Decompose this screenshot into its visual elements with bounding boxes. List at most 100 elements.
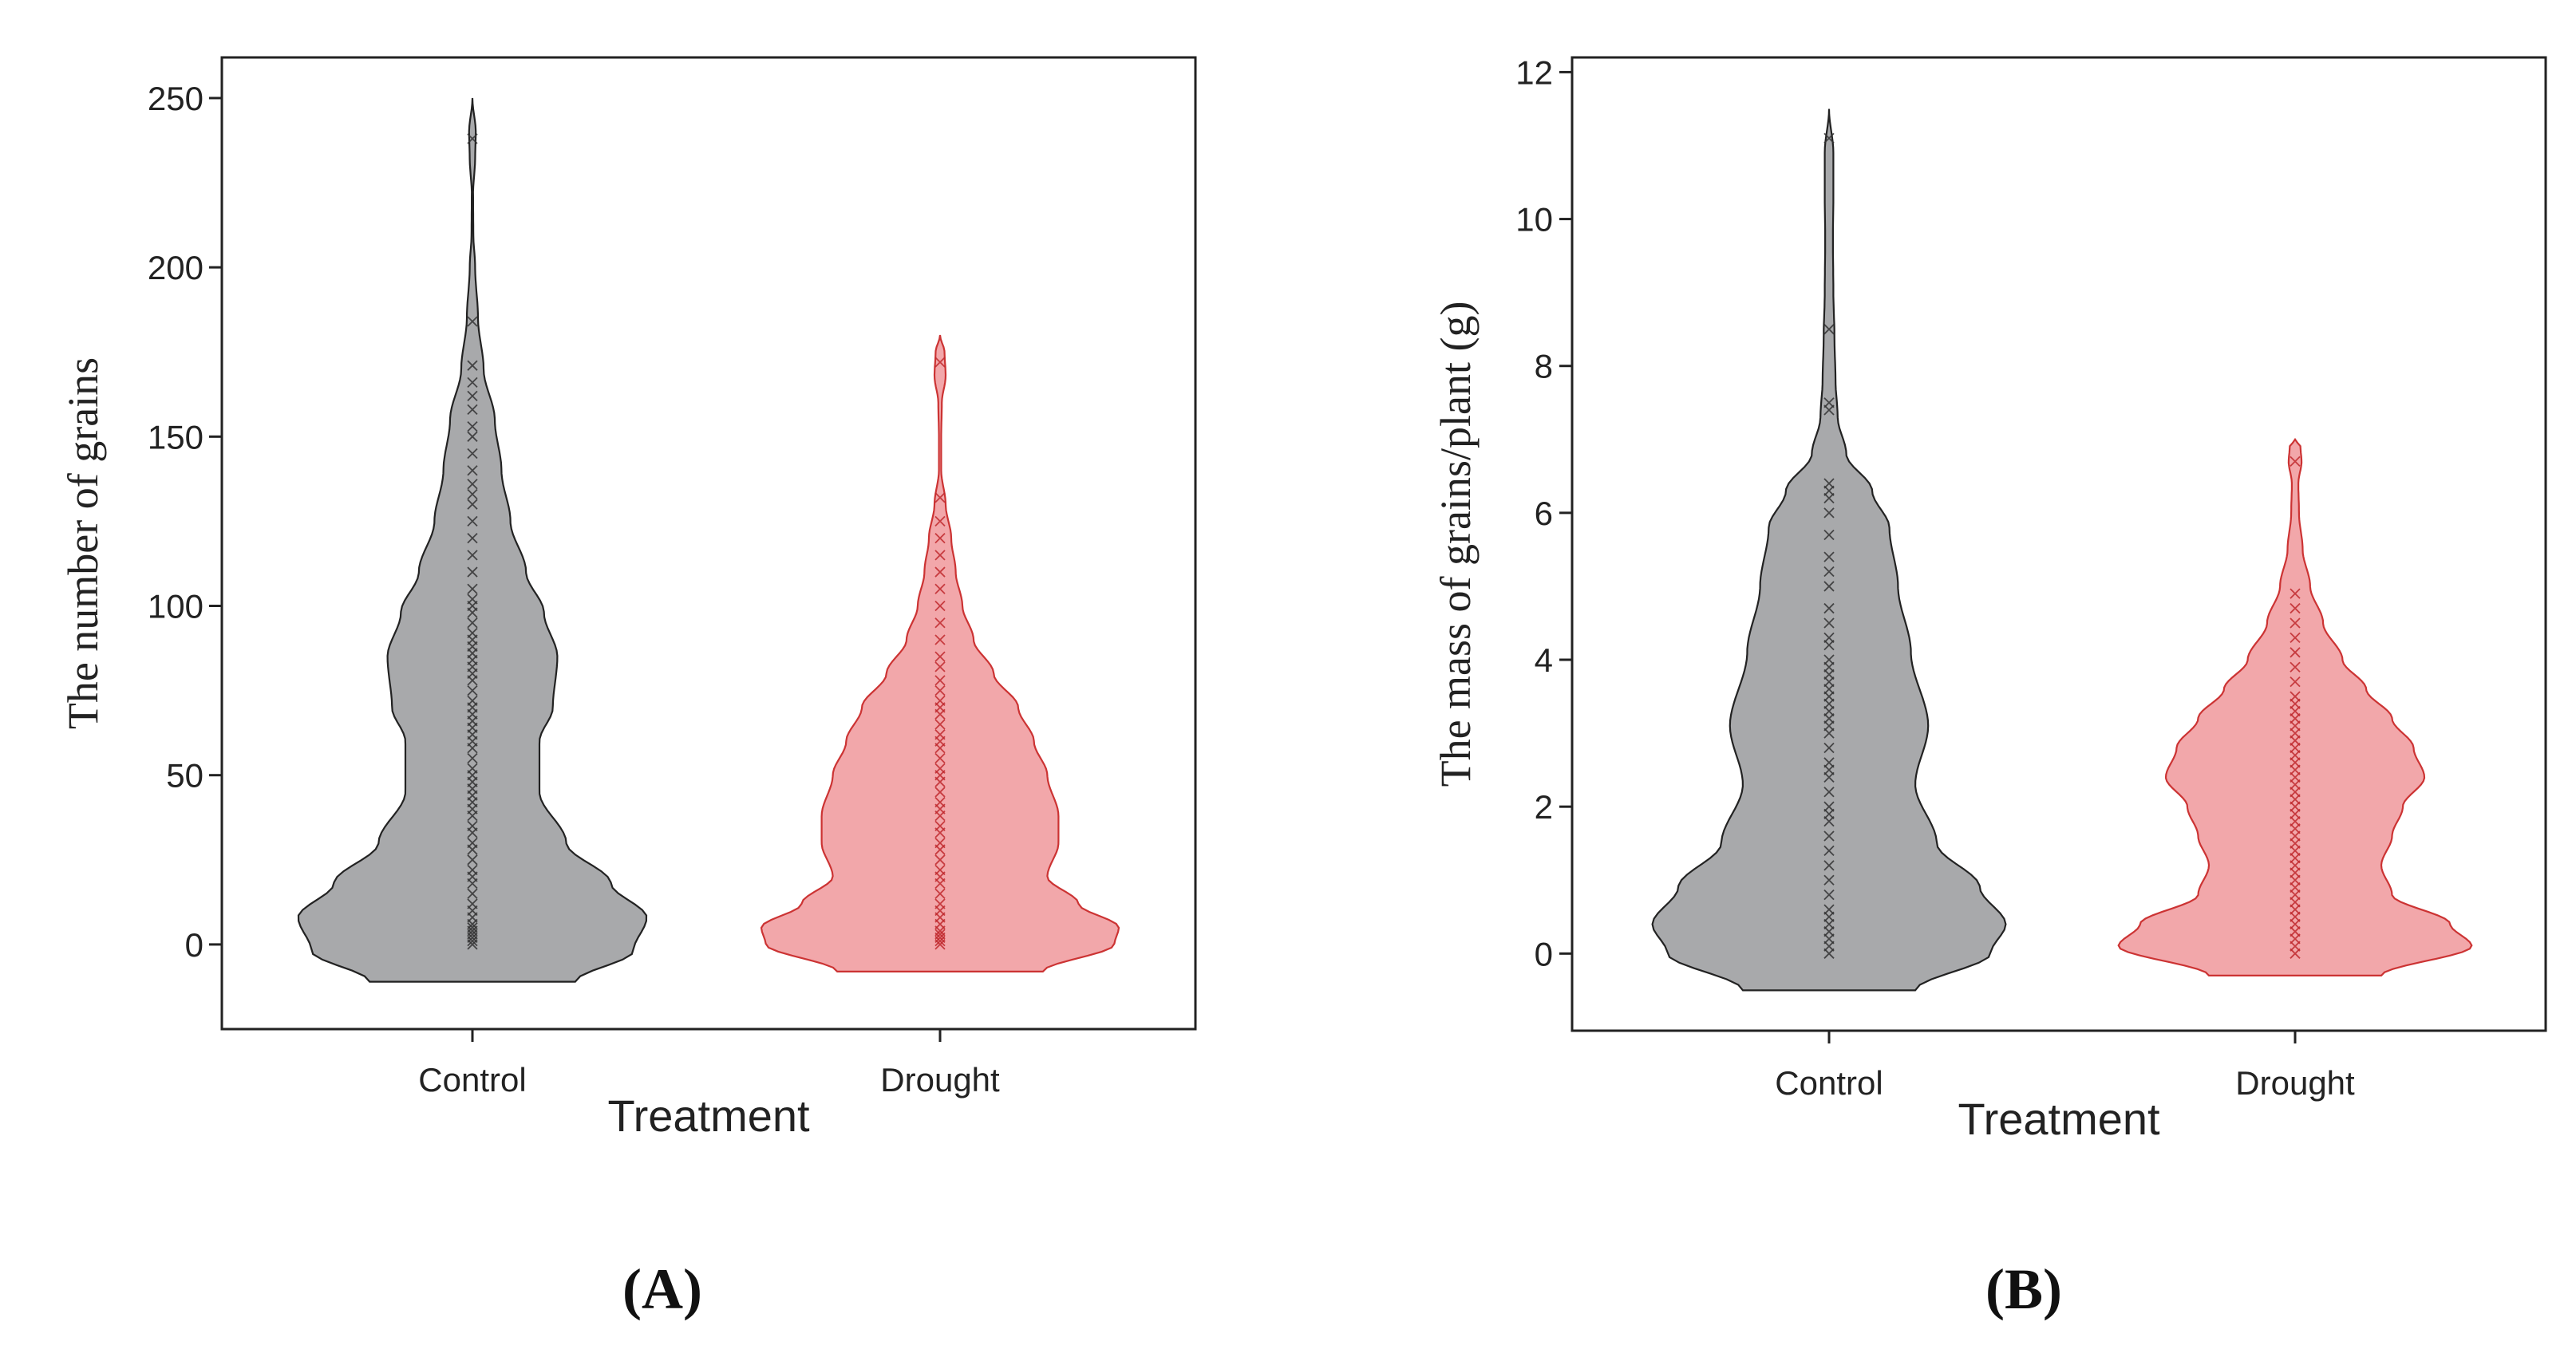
point-control-14 <box>1823 801 1835 812</box>
panel-label-b: (B) <box>1985 1257 2062 1321</box>
point-control-38 <box>1823 529 1835 541</box>
x-axis-b: Control Drought <box>1775 1031 2355 1102</box>
point-control-33 <box>1823 617 1835 629</box>
y-tick-label-0: 0 <box>1535 935 1553 972</box>
violin-drought <box>760 334 1120 972</box>
point-drought-45 <box>934 492 946 503</box>
point-control-48 <box>467 594 478 605</box>
y-tick-label-4: 200 <box>148 249 203 286</box>
point-control-39 <box>1823 507 1835 519</box>
point-control-10 <box>467 888 478 899</box>
point-drought-8 <box>934 898 946 909</box>
point-control-50 <box>467 566 478 578</box>
plot-frame-b <box>1570 56 2547 1032</box>
x-tick-label-drought: Drought <box>2235 1064 2355 1102</box>
point-control-51 <box>467 550 478 561</box>
point-control-32 <box>1823 632 1835 644</box>
violin-drought <box>2117 437 2473 976</box>
y-axis-title-a: The number of grains <box>59 357 107 729</box>
point-drought-15 <box>934 837 946 849</box>
panel-a: 0 50 100 150 200 250 Control Drought The numbe… <box>59 56 1197 1321</box>
point-control-37 <box>1823 551 1835 562</box>
point-drought-42 <box>2290 588 2301 599</box>
point-control-26 <box>467 763 478 774</box>
point-drought-12 <box>934 864 946 876</box>
y-tick-label-4: 8 <box>1535 348 1553 385</box>
violins-a <box>297 97 1120 983</box>
point-drought-34 <box>934 675 946 686</box>
point-control-64 <box>467 360 478 371</box>
point-control-61 <box>467 404 478 416</box>
point-drought-41 <box>2290 602 2301 614</box>
point-control-35 <box>1823 581 1835 592</box>
point-control-62 <box>467 390 478 402</box>
point-drought-33 <box>934 684 946 696</box>
point-control-58 <box>467 448 478 460</box>
point-control-11 <box>1823 830 1835 842</box>
panel-b: 0 2 4 6 8 10 12 Control Drought The mass of gra… <box>1432 53 2547 1321</box>
point-control-35 <box>467 695 478 706</box>
point-control-59 <box>467 431 478 442</box>
point-control-15 <box>1823 787 1835 798</box>
violin-control <box>297 97 648 983</box>
point-control-5 <box>467 922 478 933</box>
point-control-45 <box>467 617 478 629</box>
point-control-9 <box>1823 860 1835 871</box>
point-drought-44 <box>934 515 946 527</box>
point-drought-35 <box>2290 691 2301 702</box>
point-drought-20 <box>934 797 946 808</box>
violin-control <box>1651 108 2007 992</box>
point-drought-39 <box>934 600 946 612</box>
x-tick-label-drought: Drought <box>880 1061 1000 1099</box>
point-drought-24 <box>934 763 946 774</box>
point-control-18 <box>1823 757 1835 768</box>
point-control-10 <box>1823 845 1835 857</box>
point-control-60 <box>467 420 478 432</box>
point-control-44 <box>467 627 478 639</box>
x-axis-a: Control Drought <box>418 1029 1000 1099</box>
point-drought-3 <box>934 929 946 940</box>
y-tick-label-3: 6 <box>1535 495 1553 532</box>
point-drought-41 <box>934 566 946 578</box>
point-control-53 <box>467 515 478 527</box>
point-drought-25 <box>934 752 946 764</box>
y-tick-label-5: 250 <box>148 80 203 117</box>
y-axis-b: 0 2 4 6 8 10 12 <box>1515 53 1572 972</box>
x-tick-label-control: Control <box>1775 1064 1883 1102</box>
point-control-7 <box>1823 889 1835 901</box>
point-control-14 <box>467 854 478 866</box>
violins-b <box>1651 108 2473 992</box>
y-tick-label-6: 12 <box>1515 53 1553 91</box>
y-tick-label-2: 4 <box>1535 641 1553 679</box>
point-drought-40 <box>934 583 946 594</box>
point-drought-36 <box>934 651 946 662</box>
point-drought-28 <box>934 729 946 740</box>
point-control-45 <box>1823 324 1835 335</box>
point-control-34 <box>1823 602 1835 614</box>
point-drought-13 <box>934 854 946 866</box>
y-tick-label-5: 10 <box>1515 201 1553 239</box>
point-control-52 <box>467 532 478 544</box>
point-control-42 <box>1823 478 1835 489</box>
point-control-44 <box>1823 397 1835 408</box>
y-tick-label-2: 100 <box>148 588 203 625</box>
y-tick-label-1: 50 <box>166 757 203 795</box>
plot-frame-a <box>220 56 1197 1031</box>
point-drought-35 <box>934 661 946 673</box>
point-control-49 <box>467 583 478 594</box>
y-tick-label-1: 2 <box>1535 788 1553 826</box>
point-control-36 <box>1823 566 1835 578</box>
point-control-66 <box>467 133 478 144</box>
point-control-9 <box>467 898 478 909</box>
y-tick-label-3: 150 <box>148 418 203 456</box>
point-drought-42 <box>934 550 946 561</box>
y-tick-label-0: 0 <box>185 926 203 964</box>
point-control-46 <box>1823 132 1835 144</box>
point-control-6 <box>1823 904 1835 915</box>
point-drought-43 <box>934 532 946 544</box>
point-control-36 <box>467 684 478 696</box>
point-control-27 <box>467 752 478 764</box>
point-control-16 <box>467 837 478 849</box>
x-axis-title-a: Treatment <box>607 1091 810 1141</box>
